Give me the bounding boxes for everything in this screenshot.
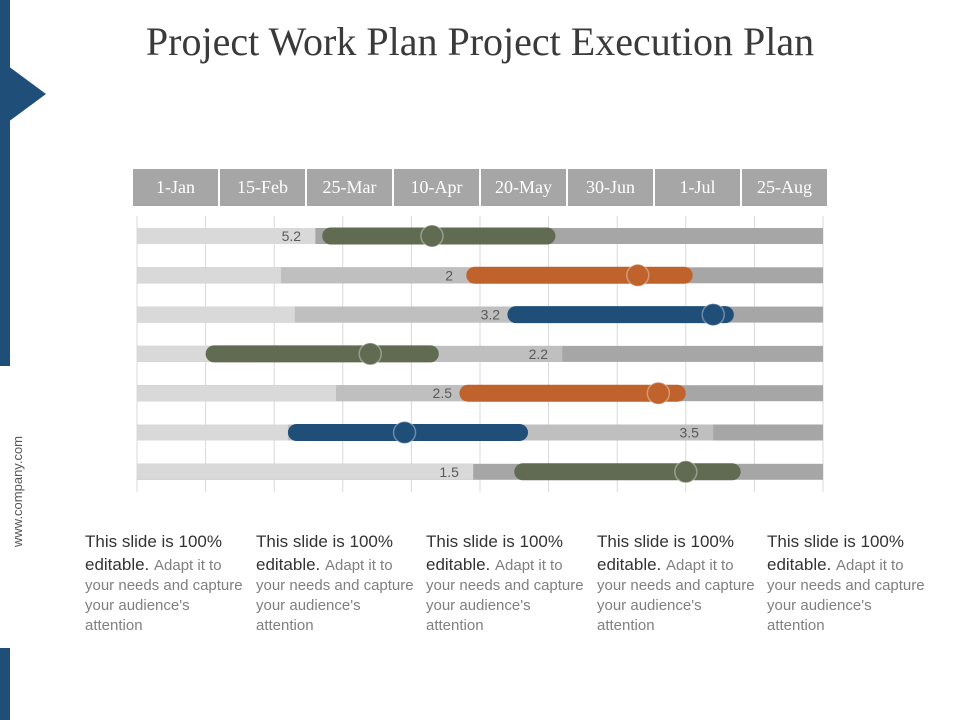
note-5: This slide is 100% editable. Adapt it to… (767, 530, 927, 636)
row-value-label: 2.5 (433, 385, 453, 401)
task-bar (514, 463, 741, 481)
track-light (137, 228, 316, 244)
note-body: Adapt it to your needs and capture your … (256, 557, 414, 634)
note-lead: This slide is 100% editable. (426, 532, 564, 574)
track-light (137, 267, 282, 284)
note-4: This slide is 100% editable. Adapt it to… (597, 530, 757, 636)
slide-title: Project Work Plan Project Execution Plan (145, 19, 815, 64)
date-column-2: 15-Feb (220, 169, 307, 206)
note-body: Adapt it to your needs and capture your … (597, 557, 755, 634)
task-bar (466, 266, 693, 284)
task-bar (507, 306, 734, 324)
row-value-label: 2 (445, 267, 453, 283)
date-column-8: 25-Aug (742, 169, 827, 206)
milestone-marker (392, 420, 417, 445)
row-value-label: 3.2 (481, 307, 501, 323)
date-column-3: 25-Mar (307, 169, 394, 206)
milestone-marker (646, 381, 671, 405)
track-light (137, 463, 474, 480)
date-column-7: 1-Jul (655, 169, 742, 206)
row-value-label: 3.5 (680, 425, 700, 441)
milestone-marker (701, 302, 725, 327)
left-accent-arrow (0, 60, 46, 128)
left-accent-bottom (0, 648, 10, 720)
note-lead: This slide is 100% editable. (85, 532, 223, 574)
milestone-marker (420, 224, 444, 248)
milestone-marker (626, 263, 650, 288)
date-column-1: 1-Jan (133, 169, 220, 206)
note-lead: This slide is 100% editable. (597, 532, 735, 574)
note-body: Adapt it to your needs and capture your … (426, 557, 584, 634)
milestone-marker (358, 342, 382, 366)
track-light (137, 385, 336, 402)
track-light (137, 306, 295, 323)
left-accent-bar (0, 0, 10, 366)
note-3: This slide is 100% editable. Adapt it to… (426, 530, 586, 636)
note-body: Adapt it to your needs and capture your … (85, 557, 243, 634)
task-bar (205, 345, 439, 363)
date-header: 1-Jan 15-Feb 25-Mar 10-Apr 20-May 30-Jun… (133, 169, 827, 206)
track-light (137, 424, 288, 441)
milestone-marker (674, 460, 698, 484)
date-column-5: 20-May (481, 169, 568, 206)
row-value-label: 1.5 (439, 464, 459, 480)
row-value-label: 5.2 (282, 228, 302, 244)
note-2: This slide is 100% editable. Adapt it to… (256, 530, 416, 636)
date-column-6: 30-Jun (568, 169, 655, 206)
task-bar (459, 384, 686, 402)
note-body: Adapt it to your needs and capture your … (767, 557, 925, 634)
note-lead: This slide is 100% editable. (767, 532, 905, 574)
date-column-4: 10-Apr (394, 169, 481, 206)
row-value-label: 2.2 (529, 346, 549, 362)
note-1: This slide is 100% editable. Adapt it to… (85, 530, 245, 636)
note-lead: This slide is 100% editable. (256, 532, 394, 574)
